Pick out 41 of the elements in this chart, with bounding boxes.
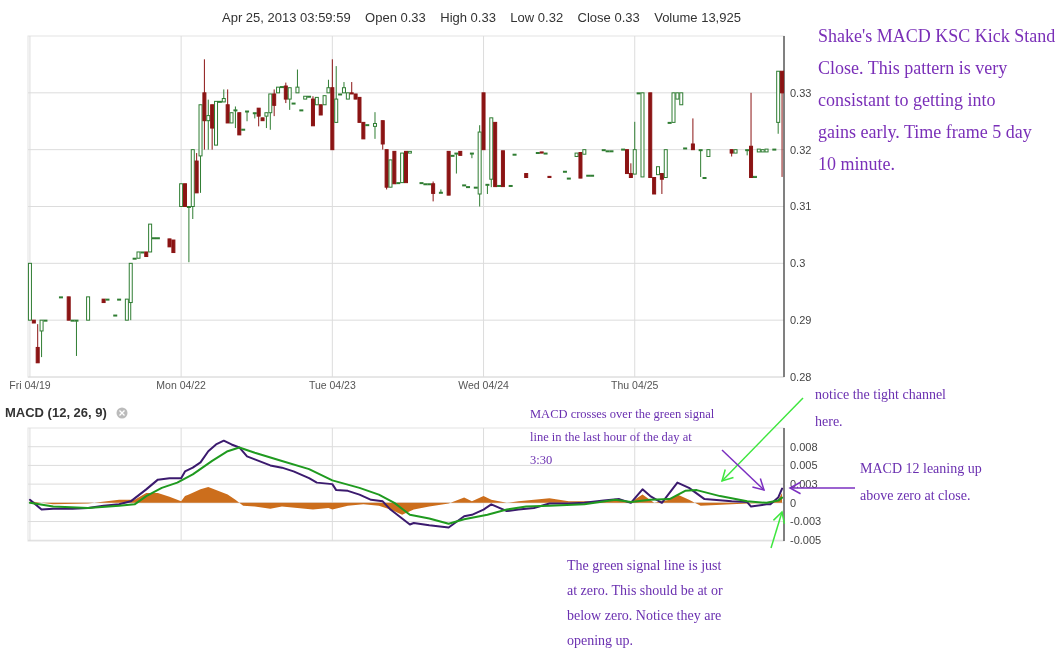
candlestick [35, 323, 40, 364]
candlestick [431, 180, 436, 202]
candlestick [372, 111, 377, 140]
y-tick-label: 0.3 [790, 257, 806, 270]
text: Shake's MACD KSC Kick Stand Close. This pattern is very consistant to getting into gains early. Time frame 5 day 10 minute. [818, 26, 1056, 175]
candlestick [438, 188, 443, 194]
y-tick-label: 0.31 [790, 200, 812, 213]
candlestick [469, 152, 474, 159]
candlestick [179, 183, 184, 207]
text: The green signal line is just at zero. This should be at or below zero. Notice they are opening up. [567, 557, 723, 648]
x-tick-label: Tue 04/23 [308, 379, 356, 391]
candlestick [780, 70, 785, 178]
x-tick-label: Wed 04/24 [458, 379, 509, 391]
candlestick [245, 110, 250, 122]
candlestick [295, 69, 300, 94]
y-tick-label: 0.28 [790, 370, 812, 383]
candlestick [268, 93, 273, 131]
candlestick [86, 296, 91, 321]
candlestick [210, 104, 215, 151]
y-tick-label: 0.33 [790, 86, 812, 99]
text: MACD 12 leaning up above zero at close. [860, 460, 982, 503]
candlestick [690, 117, 695, 151]
candlestick [66, 296, 71, 321]
x-tick-label: Fri 04/19 [9, 379, 51, 391]
x-tick-label: Thu 04/25 [611, 379, 659, 391]
y-tick-label: 0.008 [790, 440, 818, 453]
text: Apr 25, 2013 03:59:59 Open 0.33 High 0.33 Low 0.32 Close 0.33 Volume 13,925 [222, 9, 741, 25]
y-tick-label: 0.003 [790, 477, 818, 490]
annotation: MACD crosses over the green signal line in the last hour of the day at 3:30 [530, 407, 715, 468]
text: notice the tight channel here. [815, 386, 947, 429]
y-tick-label: -0.003 [790, 515, 822, 528]
candlestick [287, 87, 292, 111]
y-tick-label: 0.005 [790, 459, 818, 472]
y-tick-label: 0.29 [790, 314, 812, 327]
candlestick [659, 173, 664, 195]
y-tick-label: 0.32 [790, 143, 812, 156]
y-tick-label: 0 [790, 496, 797, 509]
candlestick [183, 183, 188, 207]
y-tick-label: -0.005 [790, 534, 822, 547]
x-tick-label: Mon 04/22 [156, 379, 207, 391]
chart-title: MACD (12, 26, 9) [5, 405, 107, 420]
